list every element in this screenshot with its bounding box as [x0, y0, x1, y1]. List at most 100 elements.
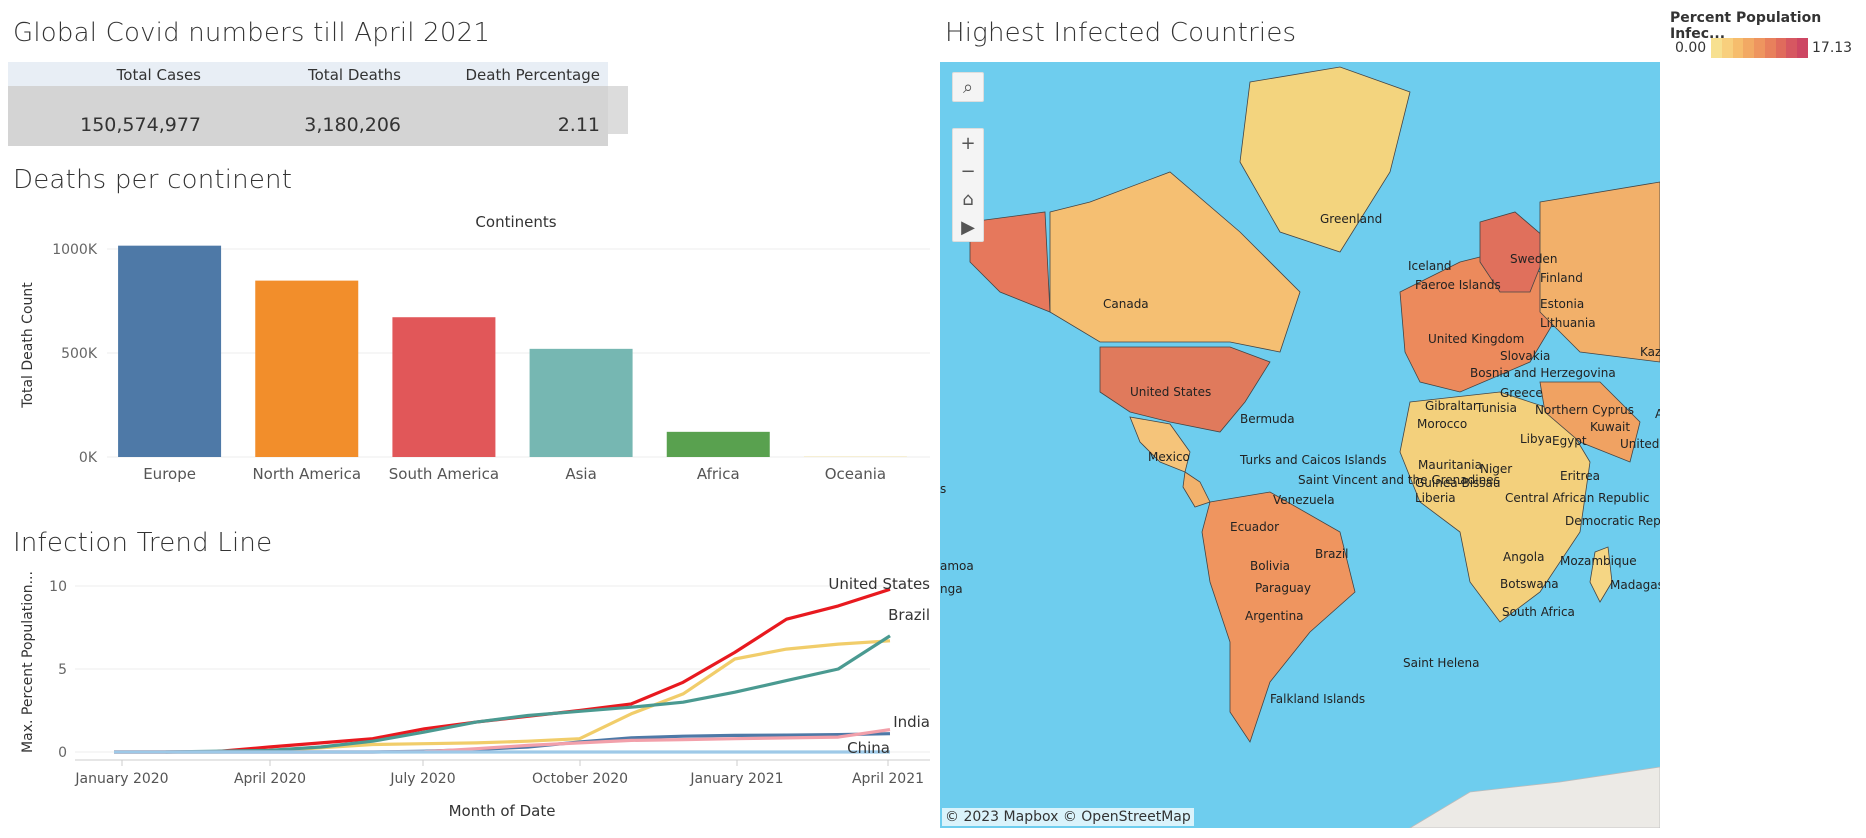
kpi-table: Total Cases Total Deaths Death Percentag… [8, 62, 628, 146]
bar-north-america[interactable] [255, 280, 359, 457]
bar-europe[interactable] [118, 245, 222, 457]
trend-label-brazil: Brazil [888, 606, 930, 624]
kpi-value-row: 150,574,977 3,180,206 2.11 [8, 86, 608, 146]
map-label-paraguay: Paraguay [1255, 581, 1312, 595]
map-label-brazil: Brazil [1315, 547, 1349, 561]
home-icon[interactable]: ⌂ [962, 188, 974, 210]
legend-swatch [1732, 38, 1744, 58]
map-label-lithuania: Lithuania [1540, 316, 1596, 330]
bar-chart-title: Deaths per continent [13, 165, 293, 195]
kpi-header-total-deaths: Total Deaths [308, 66, 401, 84]
map-label-south-africa: South Africa [1502, 605, 1575, 619]
legend-swatch [1721, 38, 1733, 58]
map-label-eritrea: Eritrea [1560, 469, 1600, 483]
map-label-canada: Canada [1103, 297, 1149, 311]
bar-ytick-label: 500K [61, 346, 98, 362]
map-label-bosnia-and-herzegovina: Bosnia and Herzegovina [1470, 366, 1616, 380]
map-label-gibraltar: Gibraltar [1425, 399, 1478, 413]
bar-category-label: Europe [143, 465, 196, 483]
line-ytick-label: 5 [58, 662, 67, 678]
map-label-niger: Niger [1480, 462, 1513, 476]
map-label-united-kingdom: United Kingdom [1428, 332, 1525, 346]
map-label-falkland-islands: Falkland Islands [1270, 692, 1366, 706]
map-label-faeroe-islands: Faeroe Islands [1415, 278, 1501, 292]
line-chart-ylabel: Max. Percent Population... [20, 571, 36, 753]
map-label-ecuador: Ecuador [1230, 520, 1280, 534]
line-chart-title: Infection Trend Line [13, 528, 273, 558]
map-label-mexico: Mexico [1148, 450, 1190, 464]
legend-swatch [1743, 38, 1755, 58]
legend-swatch [1786, 38, 1798, 58]
map-label-s: s [940, 482, 947, 496]
map-label-afgha-: Afgha... [1655, 407, 1660, 421]
map-zoom-controls: + − ⌂ ▶ [952, 128, 984, 242]
trend-label-india: India [893, 713, 930, 731]
map-label-mozambique: Mozambique [1560, 554, 1637, 568]
map-label-libya: Libya [1520, 432, 1553, 446]
map-label-botswana: Botswana [1500, 577, 1559, 591]
map-label-greenland: Greenland [1320, 212, 1383, 226]
map-usa [1099, 346, 1271, 433]
legend-min: 0.00 [1675, 40, 1707, 56]
map-label-northern-cyprus: Northern Cyprus [1535, 403, 1634, 417]
world-map[interactable]: ⌕ + − ⌂ ▶ Greenland Iceland Faeroe Islands… [940, 62, 1660, 828]
legend-max: 17.13 [1812, 40, 1853, 56]
map-landmass [969, 66, 1660, 828]
kpi-scrollbar[interactable] [608, 86, 628, 134]
bar-category-label: Oceania [825, 465, 886, 483]
line-xtick-label: April 2020 [234, 771, 306, 787]
line-xtick-label: October 2020 [532, 771, 628, 787]
line-chart: Max. Percent Population... Month of Date… [20, 571, 930, 820]
bar-chart: Continents Total Death Count 0K 500K 1000K… [20, 213, 930, 483]
bar-chart-ylabel: Total Death Count [20, 282, 36, 409]
map-label-saint-helena: Saint Helena [1403, 656, 1480, 670]
kpi-header-total-cases: Total Cases [116, 66, 201, 84]
trend-line-united-states[interactable] [114, 587, 891, 754]
line-ytick-label: 0 [58, 745, 67, 761]
legend-swatch [1754, 38, 1765, 58]
kpi-title: Global Covid numbers till April 2021 [13, 18, 491, 48]
map-search-control[interactable]: ⌕ [952, 72, 984, 102]
line-xtick-label: January 2021 [689, 771, 783, 787]
play-icon[interactable]: ▶ [961, 216, 975, 238]
map-label-bermuda: Bermuda [1240, 412, 1295, 426]
map-label-united-arab-emir-: United Arab Emir... [1620, 437, 1660, 451]
map-label-nga: nga [940, 582, 963, 596]
map-label-morocco: Morocco [1417, 417, 1468, 431]
map-label-greece: Greece [1500, 386, 1543, 400]
map-canada [1049, 171, 1301, 353]
bar-africa[interactable] [666, 431, 770, 457]
bar-south-america[interactable] [392, 317, 496, 457]
map-credit: © 2023 Mapbox © OpenStreetMap [942, 808, 1194, 826]
map-label-kaz-: Kaz... [1640, 345, 1660, 359]
bar-chart-header: Continents [475, 213, 556, 231]
map-label-mauritania: Mauritania [1418, 458, 1482, 472]
map-middle-east [1539, 381, 1641, 463]
legend-swatch [1775, 38, 1787, 58]
trend-label-china: China [847, 739, 890, 757]
map-label-guinea-bissau: Guinea-Bissau [1415, 476, 1501, 490]
map-title: Highest Infected Countries [945, 18, 1297, 48]
zoom-out-icon[interactable]: − [960, 160, 976, 182]
bar-category-label: Asia [565, 465, 596, 483]
map-label-angola: Angola [1503, 550, 1545, 564]
map-antarctica [1409, 766, 1660, 828]
kpi-value-total-cases: 150,574,977 [80, 114, 201, 136]
map-south-america [1201, 491, 1356, 743]
legend-swatch [1797, 38, 1809, 58]
zoom-in-icon[interactable]: + [960, 132, 976, 154]
map-label-liberia: Liberia [1415, 491, 1456, 505]
bar-asia[interactable] [529, 348, 633, 457]
map-label-finland: Finland [1540, 271, 1583, 285]
trend-line-other[interactable] [165, 634, 891, 754]
kpi-value-total-deaths: 3,180,206 [304, 114, 401, 136]
kpi-header-row: Total Cases Total Deaths Death Percentag… [8, 62, 608, 86]
map-label-saint-vincent-and-the-grenadines: Saint Vincent and the Grenadines [1298, 473, 1500, 487]
map-russia [1539, 181, 1660, 363]
map-label-kuwait: Kuwait [1590, 420, 1631, 434]
map-central-america [1182, 471, 1211, 508]
map-greenland [1239, 66, 1411, 253]
legend-swatch [1711, 38, 1722, 58]
search-icon[interactable]: ⌕ [962, 76, 974, 98]
map-label-argentina: Argentina [1245, 609, 1304, 623]
